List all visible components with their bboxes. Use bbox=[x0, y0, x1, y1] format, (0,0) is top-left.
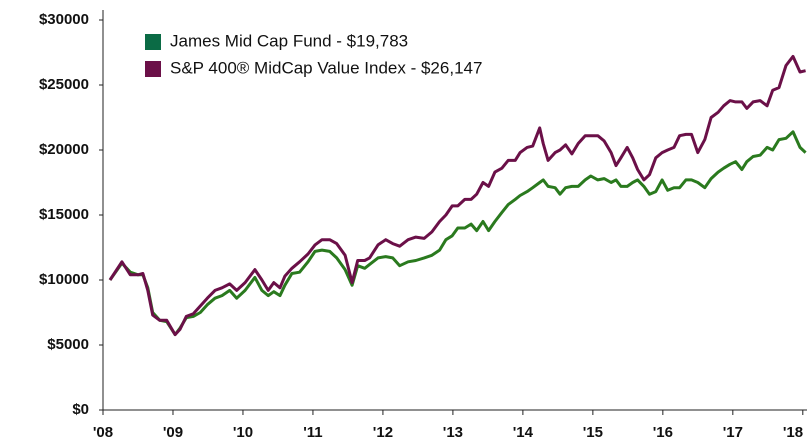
x-tick-label: '14 bbox=[513, 424, 534, 441]
x-tick-label: '11 bbox=[303, 424, 322, 441]
legend-swatch bbox=[145, 61, 161, 77]
legend-label: James Mid Cap Fund - $19,783 bbox=[170, 31, 408, 50]
x-tick-label: '16 bbox=[653, 424, 673, 441]
x-tick-label: '12 bbox=[373, 424, 393, 441]
x-tick-label: '18 bbox=[783, 424, 803, 441]
x-tick-label: '17 bbox=[723, 424, 743, 441]
series-line bbox=[108, 130, 807, 337]
x-tick-label: '09 bbox=[163, 424, 183, 441]
x-tick-label: '13 bbox=[443, 424, 463, 441]
y-tick-label: $5000 bbox=[47, 336, 89, 353]
legend-label: S&P 400® MidCap Value Index - $26,147 bbox=[170, 58, 482, 77]
x-tick-label: '10 bbox=[233, 424, 253, 441]
y-tick-label: $30000 bbox=[39, 11, 89, 28]
series-line bbox=[108, 54, 806, 337]
x-tick-label: '15 bbox=[583, 424, 603, 441]
y-tick-label: $25000 bbox=[39, 76, 89, 93]
y-tick-label: $10000 bbox=[39, 271, 89, 288]
y-tick-label: $20000 bbox=[39, 141, 89, 158]
x-tick-label: '08 bbox=[93, 424, 113, 441]
legend-swatch bbox=[145, 34, 161, 50]
y-tick-label: $0 bbox=[72, 401, 89, 418]
y-tick-label: $15000 bbox=[39, 206, 89, 223]
